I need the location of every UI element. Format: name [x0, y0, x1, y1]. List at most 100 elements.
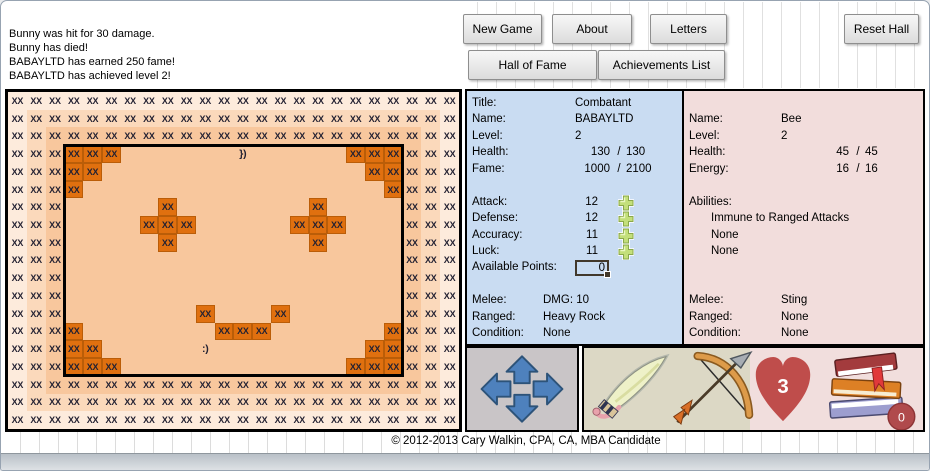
- map-cell: [120, 233, 140, 252]
- map-cell: XX: [233, 127, 253, 146]
- map-cell: [64, 304, 84, 323]
- map-cell: [308, 269, 328, 288]
- achievements-list-button[interactable]: Achievements List: [598, 50, 725, 80]
- stat-value: Combatant: [575, 97, 632, 109]
- map-cell: [289, 180, 309, 199]
- map-cell: XX: [252, 411, 272, 429]
- map-cell: XX: [8, 340, 27, 359]
- map-cell: [83, 322, 102, 341]
- stat-row: Ranged: None: [689, 309, 923, 325]
- map-cell: XX: [139, 216, 159, 234]
- bow-arrow-icon[interactable]: [670, 350, 762, 430]
- map-cell: XX: [402, 145, 422, 163]
- map-cell: XX: [402, 216, 422, 234]
- map-cell: XX: [45, 393, 65, 412]
- map-cell: [289, 233, 309, 252]
- map-cell: XX: [440, 162, 459, 181]
- map-cell: XX: [440, 180, 459, 199]
- map-cell: XX: [83, 340, 102, 359]
- arrow-left-icon[interactable]: [480, 372, 512, 406]
- stat-label: Luck:: [472, 244, 500, 257]
- map-cell: [158, 269, 178, 288]
- map-cell: [214, 287, 234, 305]
- stat-row: Available Points: 0: [472, 259, 682, 279]
- sword-icon[interactable]: [588, 353, 670, 427]
- about-button[interactable]: About: [552, 14, 632, 44]
- map-cell: XX: [440, 92, 459, 110]
- map-cell: [120, 269, 140, 288]
- books-icon[interactable]: 0: [822, 350, 918, 430]
- map-cell: XX: [177, 411, 196, 429]
- increase-accuracy-button[interactable]: [617, 227, 635, 244]
- map-cell: [120, 180, 140, 199]
- letters-button[interactable]: Letters: [650, 14, 727, 44]
- stat-value-max: 45: [865, 146, 878, 159]
- increase-defense-button[interactable]: [617, 210, 635, 228]
- map-cell: XX: [421, 358, 441, 376]
- map-cell: [365, 287, 384, 305]
- available-points-cell[interactable]: 0: [575, 260, 611, 279]
- map-cell: XX: [139, 411, 159, 429]
- map-cell: XX: [26, 375, 46, 394]
- map-cell: XX: [64, 340, 84, 359]
- map-cell: XX: [8, 127, 27, 146]
- map-cell: [195, 251, 215, 270]
- map-cell: [177, 198, 196, 217]
- map-cell: XX: [440, 127, 459, 146]
- map-cell: XX: [421, 233, 441, 252]
- new-game-button[interactable]: New Game: [463, 14, 542, 44]
- hall-of-fame-button[interactable]: Hall of Fame: [468, 50, 597, 80]
- map-cell: [139, 322, 159, 341]
- player-stats-panel: Title: Combatant Name: BABAYLTD Level: 2 Healt…: [465, 89, 682, 346]
- badge-circle: [887, 402, 916, 430]
- map-cell: XX: [8, 375, 27, 394]
- arrow-right-icon[interactable]: [532, 372, 564, 406]
- map-cell: [327, 358, 347, 376]
- map-cell: XX: [440, 109, 459, 128]
- ability-value: None: [711, 228, 739, 241]
- increase-attack-button[interactable]: [617, 194, 635, 211]
- arrow-up-icon[interactable]: [505, 355, 539, 385]
- stat-row: [689, 95, 923, 111]
- map-cell: XX: [440, 251, 459, 270]
- stat-row: Health: 130 / 130: [472, 144, 682, 160]
- map-cell: XX: [421, 92, 441, 110]
- stat-row: [472, 276, 682, 292]
- map-cell: XX: [158, 393, 178, 412]
- stat-row: Accuracy: 11: [472, 227, 682, 244]
- map-cell: XX: [440, 198, 459, 217]
- ratio-slash: /: [856, 146, 860, 159]
- map-cell: [327, 340, 347, 359]
- map-cell: [383, 233, 403, 252]
- map-cell: XX: [402, 375, 422, 394]
- stat-label: Name:: [689, 113, 723, 126]
- map-cell: [346, 233, 366, 252]
- player-glyph: :): [195, 340, 215, 359]
- map-cell: XX: [177, 375, 196, 394]
- map-cell: [271, 233, 290, 252]
- stat-row: Condition: None: [689, 325, 923, 341]
- map-cell: XX: [271, 127, 290, 146]
- map-cell: XX: [45, 127, 65, 146]
- map-cell: [365, 251, 384, 270]
- map-cell: XX: [402, 304, 422, 323]
- map-cell: [289, 269, 309, 288]
- map-cell: XX: [8, 233, 27, 252]
- map-cell: [139, 340, 159, 359]
- arrow-down-icon[interactable]: [505, 393, 539, 423]
- map-cell: [158, 162, 178, 181]
- stat-value: None: [781, 327, 809, 340]
- map-cell: XX: [8, 358, 27, 376]
- map-cell: XX: [45, 109, 65, 128]
- stat-value: DMG: 10: [543, 294, 590, 307]
- map-cell: [289, 251, 309, 270]
- reset-hall-button[interactable]: Reset Hall: [844, 14, 919, 44]
- increase-luck-button[interactable]: [617, 243, 635, 261]
- stat-label: Health:: [472, 146, 509, 159]
- map-cell: [195, 269, 215, 288]
- map-cell: XX: [308, 233, 328, 252]
- stat-value: Sting: [781, 294, 808, 307]
- stat-label: Attack:: [472, 195, 508, 208]
- map-cell: XX: [421, 180, 441, 199]
